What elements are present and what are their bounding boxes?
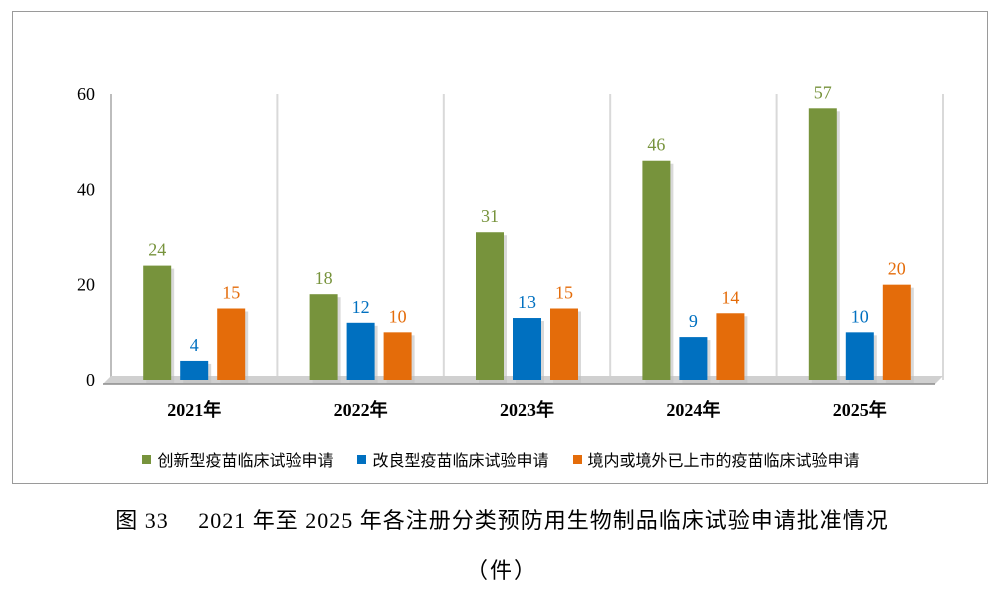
legend: 创新型疫苗临床试验申请 改良型疫苗临床试验申请 境内或境外已上市的疫苗临床试验申请	[13, 444, 989, 474]
bar	[180, 360, 209, 380]
y-tick-label: 0	[86, 370, 95, 390]
y-tick-label: 20	[77, 275, 95, 295]
data-label: 14	[721, 287, 739, 307]
legend-label: 创新型疫苗临床试验申请	[157, 451, 334, 470]
legend-item: 境内或境外已上市的疫苗临床试验申请	[572, 447, 860, 471]
data-label: 15	[222, 283, 240, 303]
legend-item: 创新型疫苗临床试验申请	[142, 447, 333, 471]
legend-swatch	[357, 454, 367, 464]
legend-swatch	[572, 454, 582, 464]
bar-chart: 0 20 40 60 2021年 2022年 2023年 2024年 2025年 24 18 31 46…	[77, 82, 944, 420]
bar	[383, 332, 412, 380]
data-label: 9	[689, 311, 698, 331]
data-label: 18	[315, 268, 333, 288]
data-label: 57	[814, 82, 832, 102]
bar	[476, 232, 504, 380]
bar	[346, 322, 375, 380]
data-label: 15	[555, 283, 573, 303]
bar	[513, 318, 541, 380]
data-label: 31	[481, 206, 499, 226]
data-label: 4	[190, 335, 199, 355]
bar	[309, 294, 338, 380]
bar	[845, 332, 874, 380]
x-tick-label: 2024年	[666, 399, 720, 420]
figure-caption-unit: （件）	[465, 558, 538, 583]
data-label: 12	[352, 297, 370, 317]
data-label: 20	[888, 259, 906, 279]
data-label: 13	[518, 292, 536, 312]
bar	[642, 160, 671, 380]
x-tick-label: 2025年	[833, 399, 887, 420]
legend-label: 改良型疫苗临床试验申请	[372, 451, 549, 470]
y-tick-label: 60	[77, 84, 95, 104]
bar	[550, 308, 578, 380]
x-tick-label: 2022年	[334, 399, 388, 420]
x-tick-label: 2021年	[167, 399, 221, 420]
legend-swatch	[142, 454, 152, 464]
data-label: 10	[851, 306, 869, 326]
bar	[679, 337, 708, 380]
data-label: 10	[389, 306, 407, 326]
bar	[217, 308, 246, 380]
bar	[143, 265, 172, 380]
bar	[808, 108, 837, 381]
data-label: 24	[148, 240, 166, 260]
y-tick-label: 40	[77, 179, 95, 199]
figure-caption: 图 33 2021 年至 2025 年各注册分类预防用生物制品临床试验申请批准情…	[115, 508, 889, 533]
data-label: 46	[647, 135, 665, 155]
legend-label: 境内或境外已上市的疫苗临床试验申请	[587, 451, 860, 470]
bar	[882, 284, 911, 380]
x-tick-label: 2023年	[500, 399, 554, 420]
bar	[716, 313, 745, 380]
chart-frame: 0 20 40 60 2021年 2022年 2023年 2024年 2025年 24 18 31 46…	[12, 11, 988, 484]
legend-item: 改良型疫苗临床试验申请	[357, 447, 549, 471]
